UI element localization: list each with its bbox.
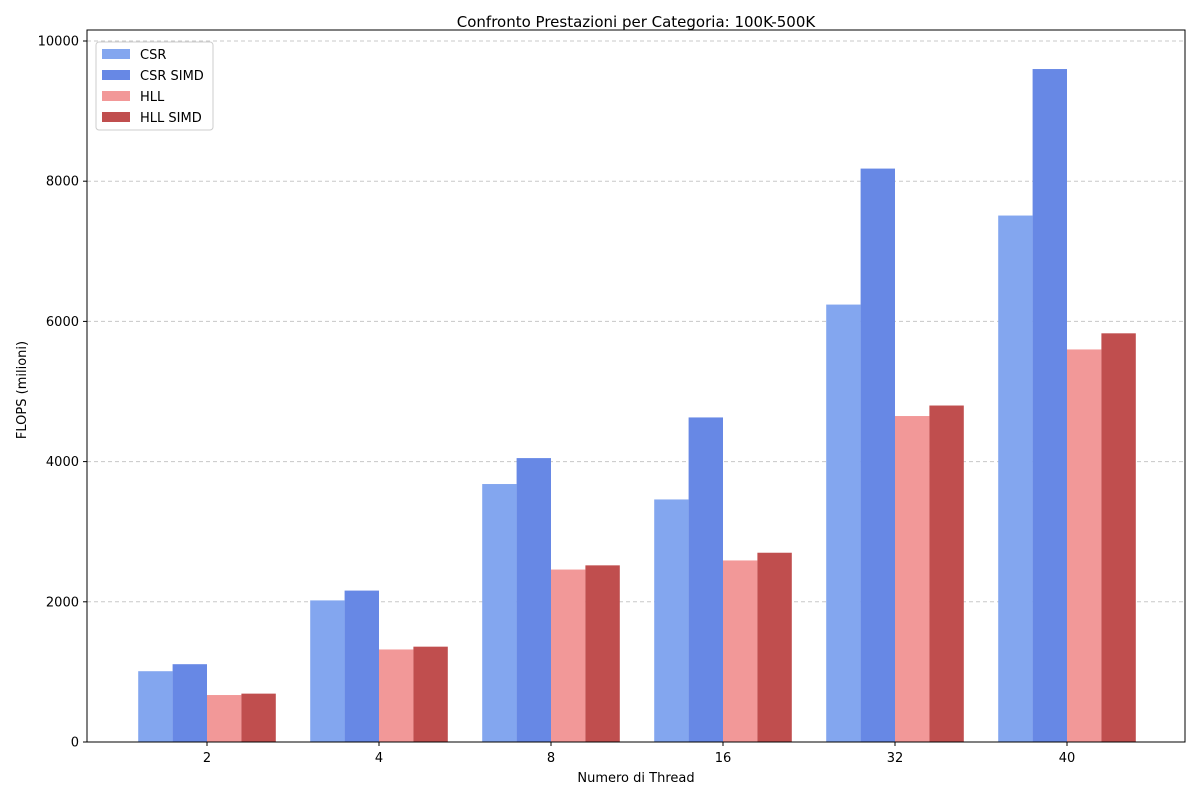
bar — [895, 416, 930, 742]
x-axis-label: Numero di Thread — [577, 771, 694, 786]
legend: CSR CSR SIMD HLL HLL SIMD — [95, 41, 214, 131]
x-tick-label: 8 — [547, 751, 555, 766]
bar — [860, 168, 895, 742]
bar — [516, 458, 551, 742]
legend-box — [95, 41, 214, 131]
bar — [138, 671, 173, 742]
bar — [1067, 349, 1102, 742]
bar — [1101, 333, 1136, 742]
legend-swatch — [102, 49, 130, 59]
x-tick-label: 40 — [1059, 751, 1076, 766]
legend-swatch — [102, 91, 130, 101]
bar — [344, 590, 379, 742]
legend-entry: CSR — [140, 48, 166, 63]
y-axis-label: FLOPS (milioni) — [15, 341, 30, 439]
bar — [379, 649, 414, 742]
y-tick-label: 10000 — [38, 35, 79, 50]
bars-group — [138, 69, 1136, 743]
y-tick-label: 0 — [71, 736, 79, 751]
y-tick-label: 4000 — [46, 455, 79, 470]
legend-entry: HLL — [140, 90, 165, 105]
x-axis-ticks: 2 4 8 16 32 40 — [203, 742, 1075, 766]
chart-title: Confronto Prestazioni per Categoria: 100… — [457, 13, 817, 31]
bar — [482, 484, 517, 742]
plot-frame — [86, 29, 1186, 743]
legend-swatch — [102, 112, 130, 122]
legend-swatch — [102, 70, 130, 80]
bar — [654, 499, 689, 742]
y-tick-label: 8000 — [46, 175, 79, 190]
bar — [688, 417, 723, 742]
bar — [172, 664, 207, 742]
grid-lines — [87, 40, 1185, 603]
bar — [310, 600, 345, 742]
bar — [826, 304, 861, 742]
legend-entry: CSR SIMD — [140, 69, 204, 84]
bar — [757, 552, 792, 742]
bar — [207, 695, 242, 742]
bar — [929, 405, 964, 742]
bar — [723, 560, 758, 742]
bar — [998, 215, 1033, 742]
y-tick-label: 2000 — [46, 595, 79, 610]
x-tick-label: 32 — [887, 751, 904, 766]
bar — [241, 693, 276, 742]
bar — [551, 569, 586, 742]
bar — [413, 646, 448, 742]
x-tick-label: 4 — [375, 751, 383, 766]
bar — [585, 565, 620, 742]
legend-entry: HLL SIMD — [140, 111, 202, 126]
x-tick-label: 2 — [203, 751, 211, 766]
x-tick-label: 16 — [715, 751, 732, 766]
y-tick-label: 6000 — [46, 315, 79, 330]
y-axis-ticks: 0 2000 4000 6000 8000 10000 — [38, 35, 87, 751]
bar — [1032, 69, 1067, 743]
